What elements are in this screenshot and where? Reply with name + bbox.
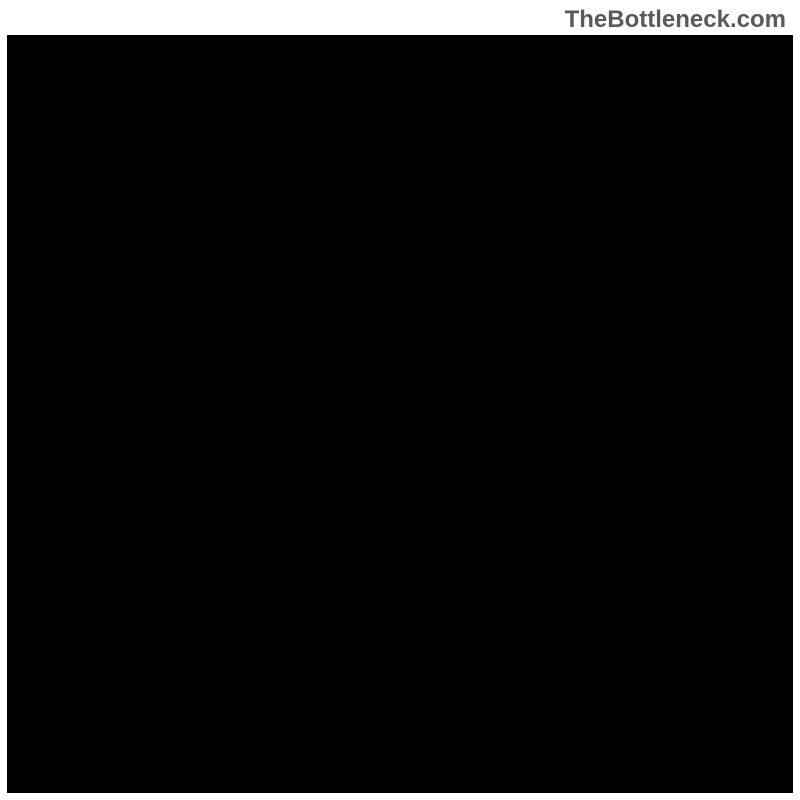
crosshair-horizontal [39, 472, 759, 473]
heatmap-canvas [39, 67, 759, 760]
watermark-text: TheBottleneck.com [565, 6, 786, 34]
crosshair-vertical [381, 67, 382, 760]
chart-plot-area [39, 67, 759, 760]
crosshair-marker [377, 468, 386, 477]
chart-frame [7, 35, 793, 793]
